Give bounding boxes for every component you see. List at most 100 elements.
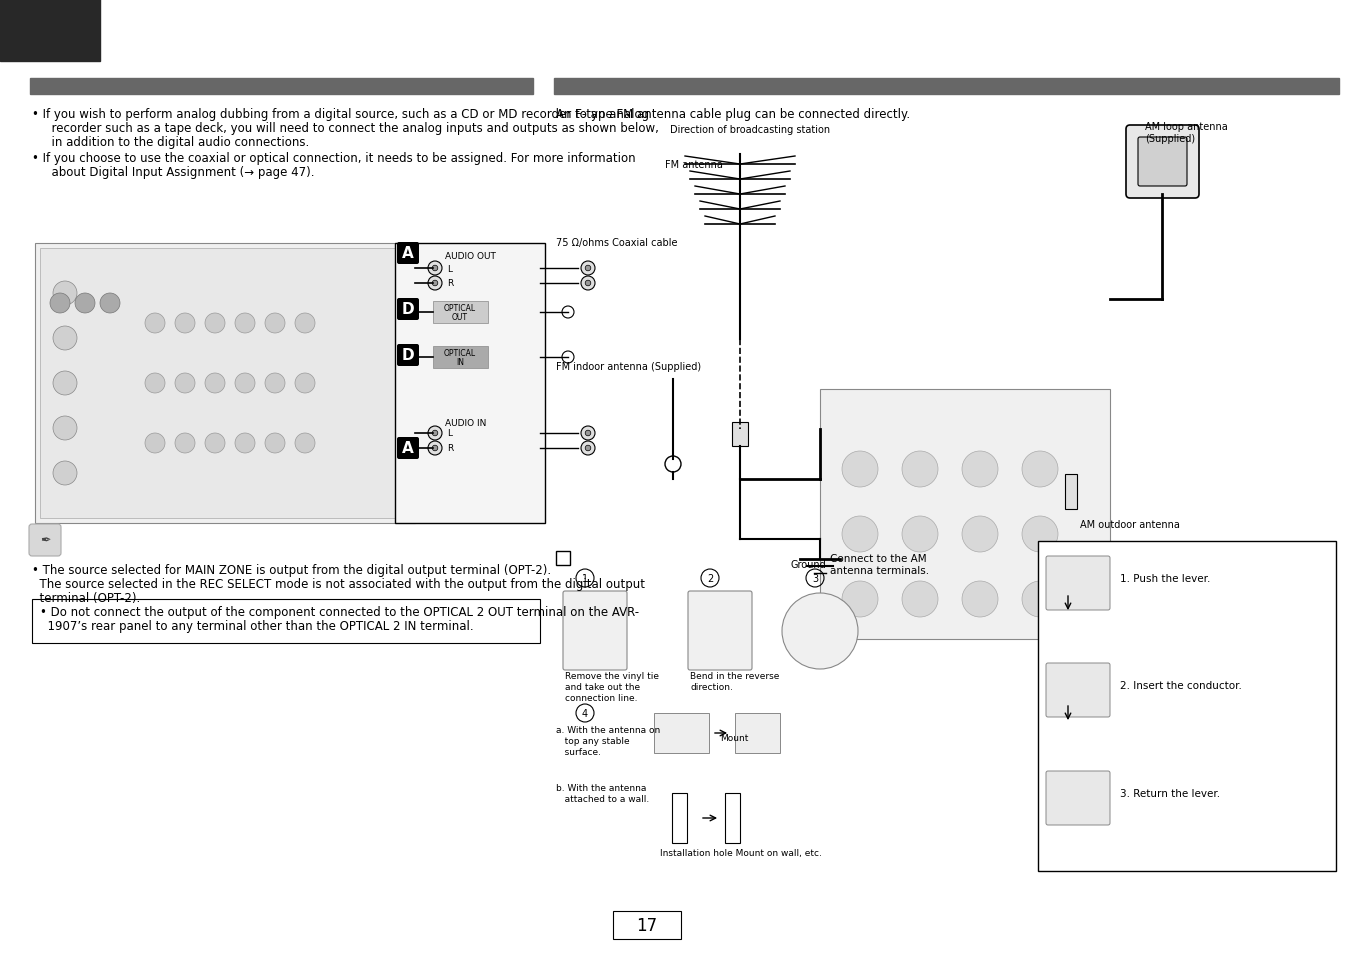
Bar [554, 79, 1340, 95]
Bar [1037, 541, 1336, 871]
Circle shape [665, 456, 681, 473]
Circle shape [1023, 452, 1058, 488]
Circle shape [76, 294, 94, 314]
FancyBboxPatch shape [1045, 663, 1110, 718]
Bar [556, 552, 571, 565]
Circle shape [842, 452, 878, 488]
Text: • The source selected for MAIN ZONE is output from the digital output terminal (: • The source selected for MAIN ZONE is o… [32, 563, 552, 577]
Circle shape [50, 294, 70, 314]
Bar [0, 0, 100, 62]
Text: Installation hole Mount on wall, etc.: Installation hole Mount on wall, etc. [660, 848, 822, 857]
Bar [395, 244, 545, 523]
Bar [724, 793, 741, 843]
Circle shape [235, 434, 255, 454]
Text: The source selected in the REC SELECT mode is not associated with the output fro: The source selected in the REC SELECT mo… [32, 578, 645, 590]
Circle shape [144, 374, 165, 394]
Text: 2: 2 [707, 574, 714, 583]
Circle shape [175, 314, 196, 334]
Text: ✒: ✒ [39, 534, 50, 547]
Text: 3: 3 [812, 574, 817, 583]
FancyBboxPatch shape [397, 345, 420, 367]
Circle shape [585, 431, 591, 436]
Bar [1064, 475, 1077, 510]
Circle shape [428, 427, 442, 440]
Circle shape [144, 314, 165, 334]
Circle shape [902, 452, 938, 488]
Circle shape [175, 374, 196, 394]
Circle shape [53, 416, 77, 440]
Text: AUDIO IN: AUDIO IN [445, 418, 487, 428]
Text: OPTICAL
IN: OPTICAL IN [444, 348, 476, 367]
Circle shape [175, 434, 196, 454]
Text: 1: 1 [581, 574, 588, 583]
FancyBboxPatch shape [1045, 557, 1110, 610]
Text: 3. Return the lever.: 3. Return the lever. [1120, 788, 1219, 799]
Text: Direction of broadcasting station: Direction of broadcasting station [670, 125, 830, 135]
Circle shape [428, 441, 442, 456]
Circle shape [205, 374, 225, 394]
Circle shape [581, 427, 595, 440]
Circle shape [585, 281, 591, 287]
Circle shape [428, 262, 442, 275]
Circle shape [295, 314, 316, 334]
Circle shape [581, 441, 595, 456]
Text: AM outdoor antenna: AM outdoor antenna [1081, 519, 1180, 530]
Text: 2. Insert the conductor.: 2. Insert the conductor. [1120, 680, 1242, 690]
Bar [32, 599, 540, 643]
Text: L: L [447, 429, 452, 438]
Circle shape [264, 434, 285, 454]
Text: D: D [402, 302, 414, 317]
Circle shape [842, 581, 878, 618]
Text: OPTICAL
OUT: OPTICAL OUT [444, 303, 476, 322]
Circle shape [295, 434, 316, 454]
Text: terminal (OPT-2).: terminal (OPT-2). [32, 592, 140, 604]
Bar [612, 911, 681, 939]
Circle shape [53, 327, 77, 351]
Text: FM indoor antenna (Supplied): FM indoor antenna (Supplied) [556, 361, 701, 372]
Circle shape [432, 431, 438, 436]
Circle shape [581, 262, 595, 275]
Circle shape [53, 461, 77, 485]
Text: 17: 17 [637, 916, 657, 934]
Circle shape [295, 374, 316, 394]
Circle shape [235, 374, 255, 394]
Text: Connect to the AM
antenna terminals.: Connect to the AM antenna terminals. [830, 554, 929, 576]
Bar [433, 302, 488, 324]
Circle shape [428, 276, 442, 291]
Text: R: R [447, 279, 453, 288]
Circle shape [144, 434, 165, 454]
Circle shape [782, 594, 858, 669]
Text: D: D [402, 348, 414, 363]
Circle shape [563, 307, 575, 318]
Circle shape [1023, 517, 1058, 553]
Circle shape [902, 581, 938, 618]
Circle shape [581, 276, 595, 291]
FancyBboxPatch shape [688, 592, 751, 670]
Bar [735, 713, 780, 753]
FancyBboxPatch shape [397, 298, 420, 320]
FancyBboxPatch shape [28, 524, 61, 557]
Text: Mount: Mount [720, 733, 749, 742]
Circle shape [563, 352, 575, 364]
Circle shape [1023, 581, 1058, 618]
Circle shape [264, 314, 285, 334]
Text: a. With the antenna on
   top any stable
   surface.: a. With the antenna on top any stable su… [556, 725, 660, 757]
Text: R: R [447, 444, 453, 453]
Circle shape [585, 266, 591, 272]
Text: A: A [402, 246, 414, 261]
Bar [433, 347, 488, 369]
Circle shape [432, 446, 438, 452]
Bar [35, 244, 415, 523]
Text: FM antenna: FM antenna [665, 160, 723, 170]
Text: AUDIO OUT: AUDIO OUT [445, 252, 496, 261]
Circle shape [53, 282, 77, 306]
Circle shape [205, 314, 225, 334]
Text: Ground: Ground [791, 559, 826, 569]
Circle shape [205, 434, 225, 454]
Text: about Digital Input Assignment (→ page 47).: about Digital Input Assignment (→ page 4… [45, 166, 314, 179]
Text: b. With the antenna
   attached to a wall.: b. With the antenna attached to a wall. [556, 783, 649, 803]
Text: 4: 4 [581, 708, 588, 719]
FancyBboxPatch shape [1045, 771, 1110, 825]
Text: An F-type FM antenna cable plug can be connected directly.: An F-type FM antenna cable plug can be c… [556, 108, 911, 121]
FancyBboxPatch shape [397, 243, 420, 265]
